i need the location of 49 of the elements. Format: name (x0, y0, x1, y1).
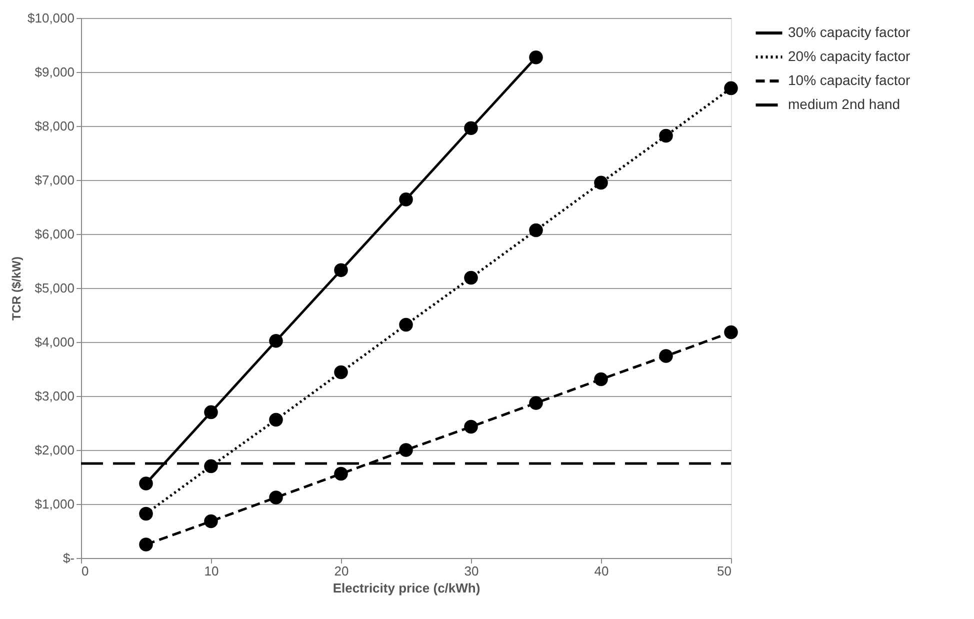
y-tick-label: $6,000 (34, 226, 74, 242)
legend-label: 10% capacity factor (788, 72, 911, 88)
point (529, 396, 543, 410)
point (139, 476, 153, 490)
point (594, 372, 608, 386)
y-tick-label: $2,000 (34, 442, 74, 458)
x-tick-label: 50 (717, 564, 732, 578)
y-tick-label: $1,000 (34, 496, 74, 512)
point (204, 405, 218, 420)
x-tick-label: 0 (82, 564, 89, 578)
y-axis-title: TCR ($/kW) (10, 256, 24, 320)
point (399, 318, 413, 332)
point (269, 490, 283, 504)
point (724, 81, 738, 96)
legend-label: 20% capacity factor (788, 48, 911, 64)
y-tick-label: $3,000 (34, 388, 74, 404)
point (399, 443, 413, 457)
y-tick-label: $9,000 (34, 64, 74, 80)
legend-label: medium 2nd hand (788, 96, 900, 112)
point (139, 506, 153, 521)
y-tick-label: $10,000 (28, 10, 74, 26)
x-tick-label: 20 (334, 564, 349, 578)
point (334, 466, 348, 481)
point (334, 263, 348, 278)
point (269, 334, 283, 348)
point (529, 223, 543, 238)
point (139, 538, 153, 552)
point (204, 514, 218, 528)
point (724, 325, 738, 340)
point (464, 270, 478, 285)
x-axis-title: Electricity price (c/kWh) (332, 580, 480, 596)
x-tick-label: 10 (204, 564, 219, 578)
y-tick-label: $- (62, 550, 74, 566)
point (334, 365, 348, 380)
y-tick-label: $5,000 (34, 280, 74, 296)
y-tick-label: $7,000 (34, 172, 74, 188)
point (464, 420, 478, 434)
y-tick-label: $4,000 (34, 334, 74, 350)
point (659, 349, 673, 363)
y-tick-label: $8,000 (34, 118, 74, 134)
point (659, 128, 673, 143)
x-tick-label: 40 (594, 564, 609, 578)
legend-label: 30% capacity factor (788, 24, 911, 40)
x-tick-label: 30 (464, 564, 479, 578)
point (464, 121, 478, 136)
point (269, 412, 283, 427)
point (399, 192, 413, 206)
point (529, 50, 543, 64)
point (594, 176, 608, 190)
